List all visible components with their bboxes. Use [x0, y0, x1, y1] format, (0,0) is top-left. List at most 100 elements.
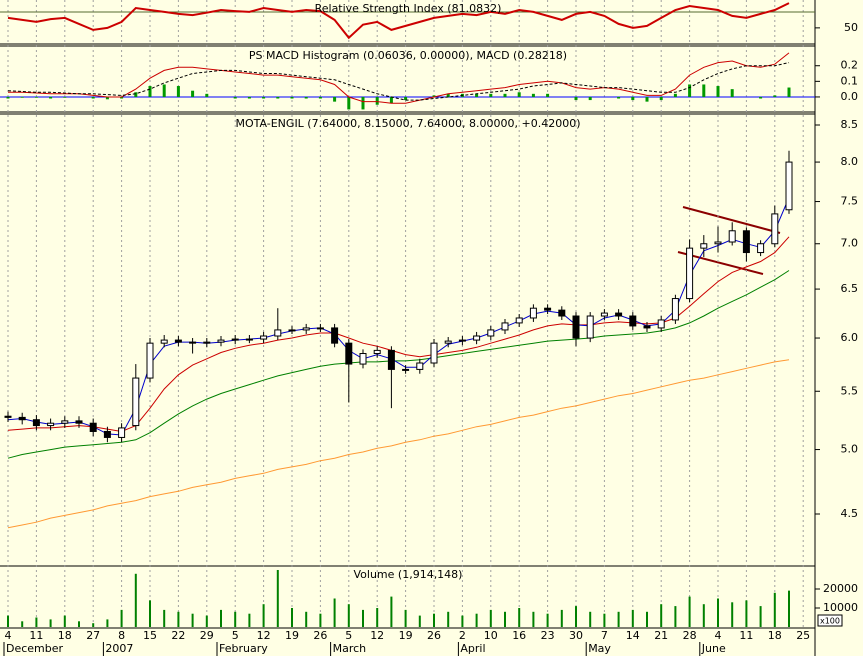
x-tick-label: 8 — [118, 629, 125, 642]
histogram-bar — [6, 96, 10, 99]
histogram-bar — [290, 96, 294, 99]
x-tick-label: 18 — [58, 629, 72, 642]
candle-body — [316, 327, 324, 330]
x-tick-label: 30 — [569, 629, 583, 642]
x-tick-label: 14 — [626, 629, 640, 642]
volume-bar — [248, 613, 251, 627]
candle-body — [189, 341, 197, 344]
histogram-bar — [389, 96, 393, 104]
x-tick-label: 18 — [768, 629, 782, 642]
month-label: December — [6, 642, 64, 655]
histogram-bar — [375, 96, 379, 105]
volume-bar — [234, 611, 237, 627]
candle-body — [89, 422, 97, 432]
histogram-bar — [63, 96, 67, 98]
candle-body — [643, 325, 651, 329]
series-line — [7, 62, 790, 101]
candle-body — [402, 368, 410, 371]
volume-bar — [404, 609, 407, 627]
y-tick-label: 20000 — [823, 582, 858, 595]
volume-bar — [134, 573, 137, 627]
candle-body — [458, 339, 466, 342]
series-line — [7, 197, 790, 436]
y-tick-label: 5.5 — [841, 384, 859, 397]
candle-body — [245, 338, 253, 341]
candle-body — [742, 230, 750, 254]
volume-bar — [433, 613, 435, 627]
x-tick-label: 11 — [739, 629, 753, 642]
volume-bar — [575, 606, 577, 627]
month-label: 2007 — [105, 642, 133, 655]
candle-body — [103, 430, 111, 438]
candle-body — [586, 315, 594, 339]
candle-body — [274, 329, 282, 337]
x-tick-label: 19 — [285, 629, 299, 642]
volume-bar — [78, 621, 80, 627]
histogram-bar — [645, 96, 649, 102]
histogram-bar — [191, 90, 195, 97]
candle-body — [444, 340, 452, 344]
candle-body — [657, 319, 665, 329]
x-tick-label: 22 — [171, 629, 185, 642]
volume-bar — [617, 611, 620, 627]
volume-bar — [347, 604, 350, 627]
volume-bar — [532, 611, 535, 627]
x-tick-label: 16 — [512, 629, 526, 642]
volume-bar — [92, 623, 95, 627]
x-tick-label: 11 — [29, 629, 43, 642]
candle-body — [728, 230, 736, 243]
candle-body — [515, 317, 523, 324]
y-tick-label: 6.0 — [841, 331, 859, 344]
histogram-bar — [262, 96, 266, 99]
histogram-bar — [347, 96, 351, 110]
volume-bar — [773, 592, 776, 627]
volume-bar — [333, 598, 336, 627]
volume-bar — [35, 617, 38, 627]
candle-body — [771, 213, 779, 245]
candle-body — [203, 341, 211, 344]
histogram-bar — [247, 96, 251, 99]
volume-bar — [660, 604, 663, 627]
month-label: April — [460, 642, 485, 655]
volume-bar — [319, 613, 322, 627]
histogram-bar — [134, 92, 138, 97]
x-tick-label: 2 — [459, 629, 466, 642]
candle-body — [615, 312, 623, 317]
volume-bar — [276, 569, 279, 627]
histogram-bar — [432, 95, 436, 97]
volume-bar — [731, 602, 734, 627]
histogram-bar — [318, 96, 322, 99]
histogram-bar — [673, 93, 677, 97]
histogram-bar — [503, 93, 507, 97]
candle-body — [32, 419, 40, 427]
candle-body — [302, 327, 310, 331]
y-tick-label: 7.5 — [841, 195, 859, 208]
volume-bar — [21, 621, 24, 627]
month-label: June — [701, 642, 726, 655]
candle-body — [487, 329, 495, 337]
y-tick-label: 8.5 — [841, 118, 859, 131]
x-tick-label: 25 — [796, 629, 810, 642]
volume-bar — [631, 609, 634, 627]
candle-body — [132, 377, 140, 427]
histogram-bar — [730, 89, 734, 97]
histogram-bar — [531, 93, 535, 97]
series-line — [7, 359, 790, 529]
histogram-bar — [659, 96, 663, 101]
histogram-bar — [475, 93, 479, 97]
x-tick-label: 26 — [427, 629, 441, 642]
candle-body — [686, 247, 694, 300]
volume-bar — [418, 615, 421, 627]
histogram-bar — [489, 93, 493, 97]
histogram-bar — [361, 96, 365, 110]
histogram-bar — [787, 87, 791, 97]
volume-bar — [390, 596, 393, 627]
histogram-bar — [631, 96, 635, 101]
y-tick-label: 50 — [844, 21, 858, 34]
volume-bar — [376, 607, 379, 627]
x-tick-label: 4 — [715, 629, 722, 642]
x-tick-label: 12 — [370, 629, 384, 642]
series-line — [7, 270, 790, 459]
histogram-bar — [91, 96, 95, 99]
panel-title: MOTA-ENGIL (7.64000, 8.15000, 7.64000, 8… — [235, 117, 580, 130]
